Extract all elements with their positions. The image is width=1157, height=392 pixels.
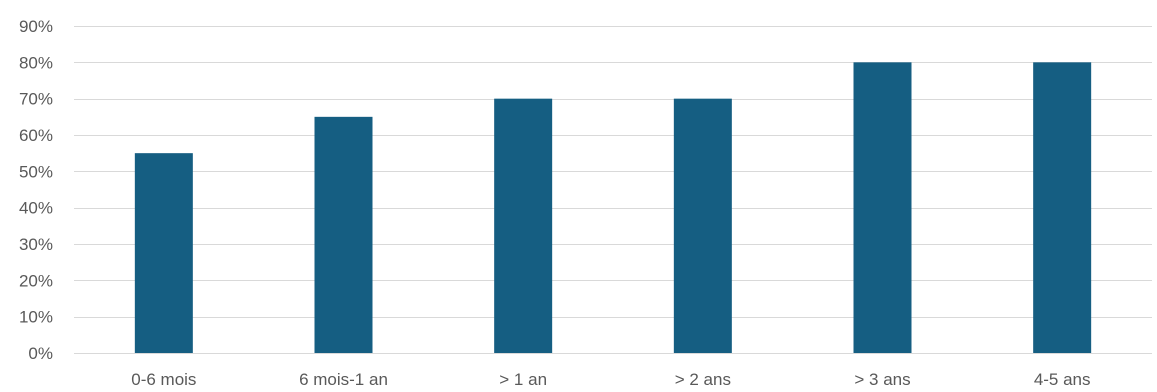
bar-1 <box>314 116 373 353</box>
bar-4 <box>853 62 912 353</box>
y-tick-label: 0% <box>28 344 53 363</box>
y-tick-label: 90% <box>19 17 53 36</box>
y-tick-label: 50% <box>19 162 53 181</box>
bar-3 <box>673 98 732 354</box>
bars <box>134 62 1092 354</box>
y-tick-label: 70% <box>19 90 53 109</box>
bar-2 <box>494 98 553 354</box>
x-tick-label: 6 mois-1 an <box>299 370 388 389</box>
gridlines <box>74 26 1152 354</box>
x-tick-label: 4-5 ans <box>1034 370 1091 389</box>
x-tick-label: > 2 ans <box>675 370 731 389</box>
y-tick-label: 80% <box>19 53 53 72</box>
y-tick-label: 30% <box>19 235 53 254</box>
x-axis-tick-labels: 0-6 mois 6 mois-1 an > 1 an > 2 ans > 3 ans 4… <box>131 370 1090 389</box>
y-tick-label: 20% <box>19 271 53 290</box>
y-axis-tick-labels: 0% 10% 20% 30% 40% 50% 60% 70% 80% 90% <box>19 17 53 363</box>
x-tick-label: > 3 ans <box>854 370 910 389</box>
y-tick-label: 10% <box>19 308 53 327</box>
y-tick-label: 40% <box>19 199 53 218</box>
x-tick-label: > 1 an <box>499 370 547 389</box>
y-tick-label: 60% <box>19 126 53 145</box>
bar-5 <box>1033 62 1092 353</box>
x-tick-label: 0-6 mois <box>131 370 196 389</box>
bar-0 <box>134 153 193 353</box>
